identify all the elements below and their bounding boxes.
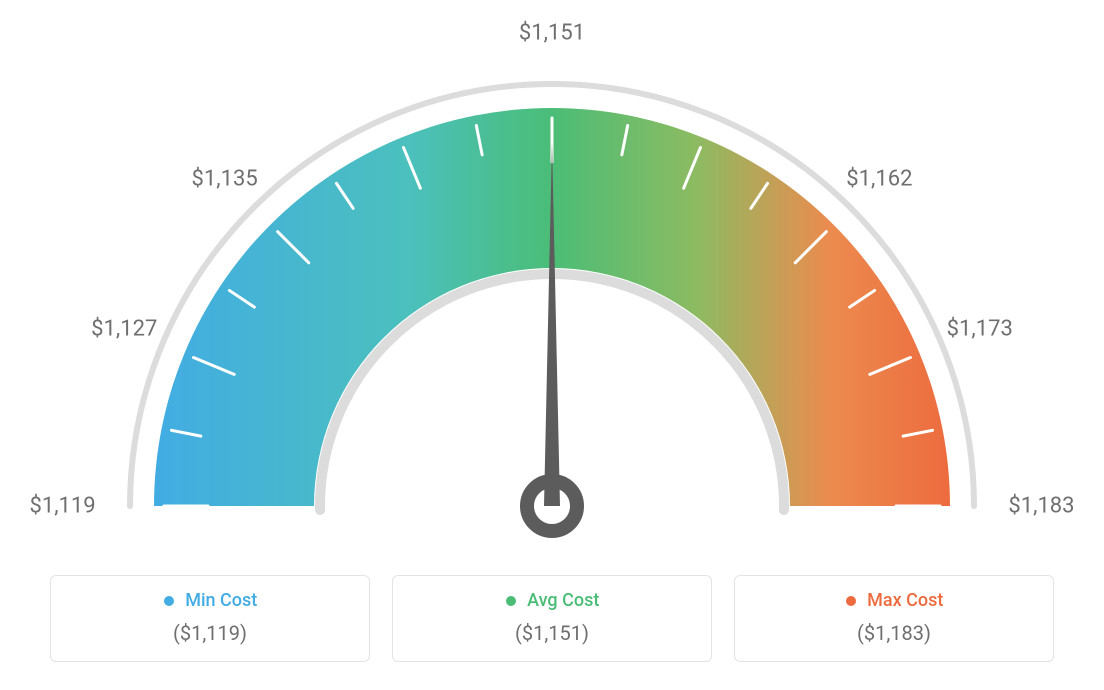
legend-value-avg: ($1,151) xyxy=(403,621,701,645)
legend-label-min: Min Cost xyxy=(185,590,257,611)
legend-card-min: Min Cost ($1,119) xyxy=(50,575,370,662)
gauge-tick-label: $1,127 xyxy=(91,316,157,341)
gauge-tick-label: $1,173 xyxy=(947,316,1013,341)
legend-card-max: Max Cost ($1,183) xyxy=(734,575,1054,662)
legend-row: Min Cost ($1,119) Avg Cost ($1,151) Max … xyxy=(50,575,1054,662)
legend-title-max: Max Cost xyxy=(745,590,1043,611)
gauge-svg xyxy=(0,0,1104,560)
cost-gauge-widget: $1,119 $1,127 $1,135 $1,151 $1,162 $1,173 $1,1… xyxy=(0,0,1104,690)
bullet-icon xyxy=(163,595,175,607)
gauge-tick-label: $1,183 xyxy=(1008,494,1074,519)
gauge-tick-label: $1,135 xyxy=(192,166,258,191)
legend-label-avg: Avg Cost xyxy=(527,590,599,611)
legend-card-avg: Avg Cost ($1,151) xyxy=(392,575,712,662)
bullet-icon xyxy=(505,595,517,607)
gauge-tick-label: $1,119 xyxy=(29,494,95,519)
gauge-tick-label: $1,151 xyxy=(519,21,585,46)
legend-title-avg: Avg Cost xyxy=(403,590,701,611)
bullet-icon xyxy=(845,595,857,607)
gauge-chart: $1,119 $1,127 $1,135 $1,151 $1,162 $1,173 $1,1… xyxy=(0,0,1104,560)
legend-value-min: ($1,119) xyxy=(61,621,359,645)
legend-value-max: ($1,183) xyxy=(745,621,1043,645)
gauge-tick-label: $1,162 xyxy=(846,166,912,191)
legend-title-min: Min Cost xyxy=(61,590,359,611)
legend-label-max: Max Cost xyxy=(867,590,943,611)
